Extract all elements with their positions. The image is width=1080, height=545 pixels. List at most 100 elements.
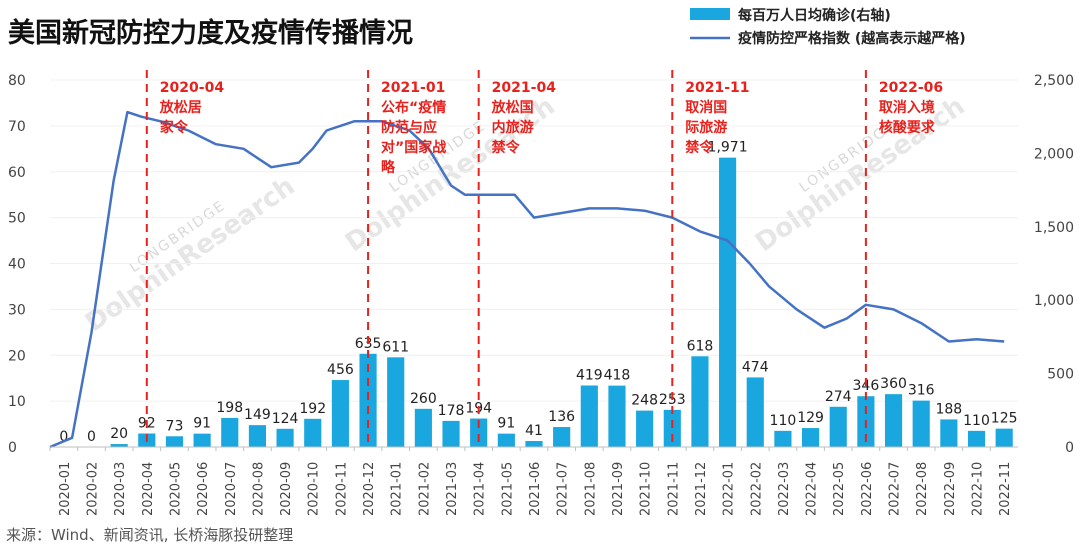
x-tick-label: 2020-08	[251, 462, 266, 516]
annotation-text: 禁令	[492, 139, 521, 156]
bar-data-label: 1,971	[708, 140, 748, 156]
bar-data-label: 456	[327, 362, 354, 378]
bar-data-label: 41	[525, 423, 543, 439]
line-layer	[49, 110, 1005, 449]
bar-data-label: 20	[110, 426, 128, 442]
annotation-text: 取消入境	[879, 99, 935, 116]
x-tick-label: 2021-08	[583, 462, 598, 516]
bar	[608, 385, 626, 447]
axis-layer: 0 10 20 30 40 50 60 70 80 0 500 1,000 1,500 2,000 2,50…	[8, 73, 1074, 516]
x-tick-label: 2022-03	[777, 462, 792, 516]
annotation-text: 放松居	[159, 99, 202, 116]
y-right-tick-label: 2,000	[1034, 146, 1074, 162]
x-tick-label: 2020-10	[307, 462, 322, 516]
bar-data-label: 618	[687, 338, 714, 354]
bar-data-label: 129	[797, 410, 824, 426]
bar-data-label: 419	[576, 367, 603, 383]
x-tick-label: 2020-01	[58, 462, 73, 516]
bar-data-label: 91	[193, 416, 211, 432]
bar	[525, 440, 543, 447]
x-tick-label: 2020-12	[362, 462, 377, 516]
x-tick-label: 2021-12	[694, 462, 709, 516]
x-tick-label: 2021-01	[390, 462, 405, 516]
annotation-text: 对”国家战	[381, 139, 446, 156]
source-note: 来源：Wind、新闻资讯, 长桥海豚投研整理	[6, 526, 293, 544]
bar-data-label: 178	[438, 403, 465, 419]
bar-data-label: 260	[410, 391, 437, 407]
watermark-text-large: DolphinResearch	[750, 91, 970, 258]
y-right-tick-label: 2,500	[1034, 73, 1074, 89]
bar-data-label: 149	[244, 407, 271, 423]
annotation-text: 家令	[160, 119, 189, 136]
bar	[719, 157, 737, 447]
x-tick-label: 2022-08	[915, 462, 930, 516]
bar-data-label: 360	[880, 376, 907, 392]
annotation-text: 核酸要求	[879, 119, 936, 136]
bar-data-label: 192	[299, 401, 326, 417]
x-tick-label: 2020-02	[85, 462, 100, 516]
x-tick-label: 2021-09	[611, 462, 626, 516]
bar	[165, 436, 184, 447]
annotation-date: 2022-06	[879, 80, 943, 96]
x-tick-label: 2020-09	[279, 462, 294, 516]
bar-data-label: 316	[908, 383, 935, 399]
bar	[995, 428, 1013, 447]
bar	[304, 418, 322, 447]
y-right-tick-label: 1,000	[1034, 293, 1074, 309]
y-left-tick-label: 60	[8, 165, 26, 181]
x-tick-label: 2021-02	[417, 462, 432, 516]
y-left-tick-label: 20	[8, 348, 26, 364]
annotation-text: 公布“疫情	[381, 99, 446, 116]
chart-title: 美国新冠防控力度及疫情传播情况	[8, 17, 413, 49]
annotation-date: 2021-11	[685, 80, 749, 96]
x-tick-label: 2020-11	[334, 462, 349, 516]
bar	[193, 433, 211, 447]
bars-layer	[110, 157, 1013, 447]
y-right-tick-label: 1,500	[1034, 220, 1074, 236]
bar	[580, 385, 598, 447]
bar	[663, 409, 681, 447]
annotation-date: 2021-01	[381, 80, 445, 96]
bar-data-label: 124	[272, 411, 299, 427]
y-left-tick-label: 0	[8, 440, 17, 456]
bar	[774, 430, 792, 447]
legend: 每百万人日均确诊(右轴) 疫情防控严格指数 (越高表示越严格)	[690, 7, 966, 47]
legend-bar-swatch	[690, 8, 730, 20]
annotation-text: 放松国	[491, 99, 534, 116]
bar	[636, 410, 654, 447]
bar	[912, 400, 930, 447]
bar-data-label: 474	[742, 359, 769, 375]
bar-data-label: 274	[825, 389, 852, 405]
x-tick-label: 2020-03	[113, 462, 128, 516]
x-tick-label: 2022-04	[805, 462, 820, 516]
x-tick-label: 2020-06	[196, 462, 211, 516]
x-tick-label: 2020-04	[141, 462, 156, 516]
watermark-text-large: DolphinResearch	[340, 91, 560, 258]
annotation-text: 防范与应	[381, 119, 437, 136]
annotation-text: 际旅游	[685, 119, 727, 136]
bar-data-label: 346	[853, 378, 880, 394]
bar	[221, 417, 239, 447]
bar	[553, 427, 571, 447]
x-tick-label: 2022-06	[860, 462, 875, 516]
bar-data-label: 198	[216, 400, 243, 416]
annotation-text: 略	[381, 159, 396, 176]
bar	[884, 394, 903, 447]
bar	[276, 428, 294, 447]
x-tick-label: 2021-06	[528, 462, 543, 516]
bar-data-label: 91	[497, 416, 515, 432]
bar-data-label: 0	[87, 429, 96, 445]
bar	[801, 428, 820, 447]
bar	[331, 380, 349, 447]
bar	[746, 377, 764, 447]
annotation-text: 取消国	[685, 99, 727, 116]
bar-data-label: 136	[548, 409, 575, 425]
bar	[442, 420, 460, 447]
bar-data-label: 125	[991, 411, 1018, 427]
watermark-text-large: DolphinResearch	[80, 171, 300, 338]
